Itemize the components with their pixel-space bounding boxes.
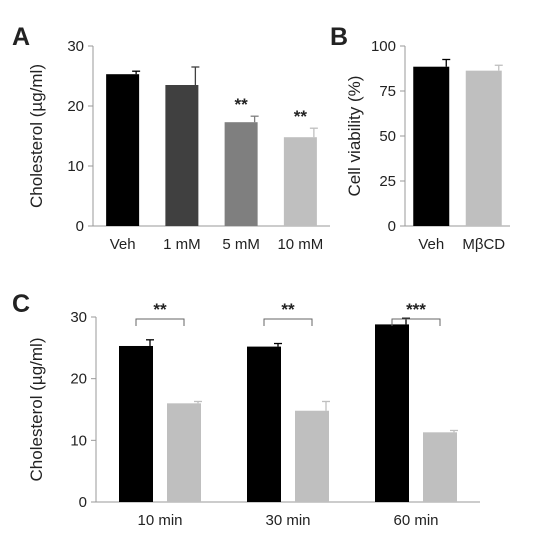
x-tick-label: 5 mM bbox=[222, 236, 260, 253]
bar bbox=[167, 403, 201, 502]
bar bbox=[165, 85, 199, 226]
y-tick-label: 0 bbox=[79, 494, 87, 511]
bar bbox=[465, 70, 502, 226]
x-tick-label: Veh bbox=[110, 236, 136, 253]
significance-label: ** bbox=[235, 95, 249, 114]
significance-bracket bbox=[135, 318, 185, 326]
x-tick-label: 1 mM bbox=[163, 236, 201, 253]
y-tick-label: 25 bbox=[379, 173, 396, 190]
bar bbox=[423, 432, 457, 502]
y-tick-label: 30 bbox=[67, 38, 84, 55]
significance-bracket bbox=[391, 318, 441, 326]
y-axis-label: Cell viability (%) bbox=[345, 76, 364, 197]
significance-bracket bbox=[263, 318, 313, 326]
y-axis-label: Cholesterol (µg/ml) bbox=[27, 64, 46, 208]
bar bbox=[413, 66, 450, 226]
y-axis-label: Cholesterol (µg/ml) bbox=[27, 338, 46, 482]
significance-label: *** bbox=[406, 300, 426, 319]
bar bbox=[106, 74, 140, 226]
panel-b: B 0 25 50 75 100 Cell viability (%) Veh MβCD bbox=[330, 23, 510, 253]
y-tick-label: 10 bbox=[70, 432, 87, 449]
panel-b-letter: B bbox=[330, 23, 348, 51]
y-tick-label: 75 bbox=[379, 83, 396, 100]
panel-a: A 0 10 20 30 Cholesterol (µg/ml) Veh 1 mM 5 mM *… bbox=[12, 23, 330, 253]
bar bbox=[295, 410, 329, 502]
panel-c: C 0 10 20 30 Cholesterol (µg/ml) 10 min ** 30 m… bbox=[12, 290, 480, 529]
bar bbox=[247, 346, 281, 502]
bar bbox=[375, 324, 409, 502]
y-tick-label: 0 bbox=[388, 218, 396, 235]
x-tick-label: 60 min bbox=[393, 512, 438, 529]
x-tick-label: 10 mM bbox=[277, 236, 323, 253]
y-tick-label: 100 bbox=[371, 38, 396, 55]
y-tick-label: 0 bbox=[76, 218, 84, 235]
significance-label: ** bbox=[153, 300, 167, 319]
y-tick-label: 20 bbox=[70, 371, 87, 388]
bar bbox=[119, 345, 153, 502]
significance-label: ** bbox=[294, 107, 308, 126]
y-tick-label: 50 bbox=[379, 128, 396, 145]
y-tick-label: 30 bbox=[70, 309, 87, 326]
bar bbox=[224, 122, 258, 226]
y-tick-label: 20 bbox=[67, 98, 84, 115]
panel-a-letter: A bbox=[12, 23, 30, 51]
significance-label: ** bbox=[281, 300, 295, 319]
x-tick-label: MβCD bbox=[462, 236, 505, 253]
bar bbox=[283, 137, 317, 226]
panel-c-letter: C bbox=[12, 290, 30, 318]
y-tick-label: 10 bbox=[67, 158, 84, 175]
x-tick-label: 10 min bbox=[137, 512, 182, 529]
x-tick-label: 30 min bbox=[265, 512, 310, 529]
x-tick-label: Veh bbox=[418, 236, 444, 253]
